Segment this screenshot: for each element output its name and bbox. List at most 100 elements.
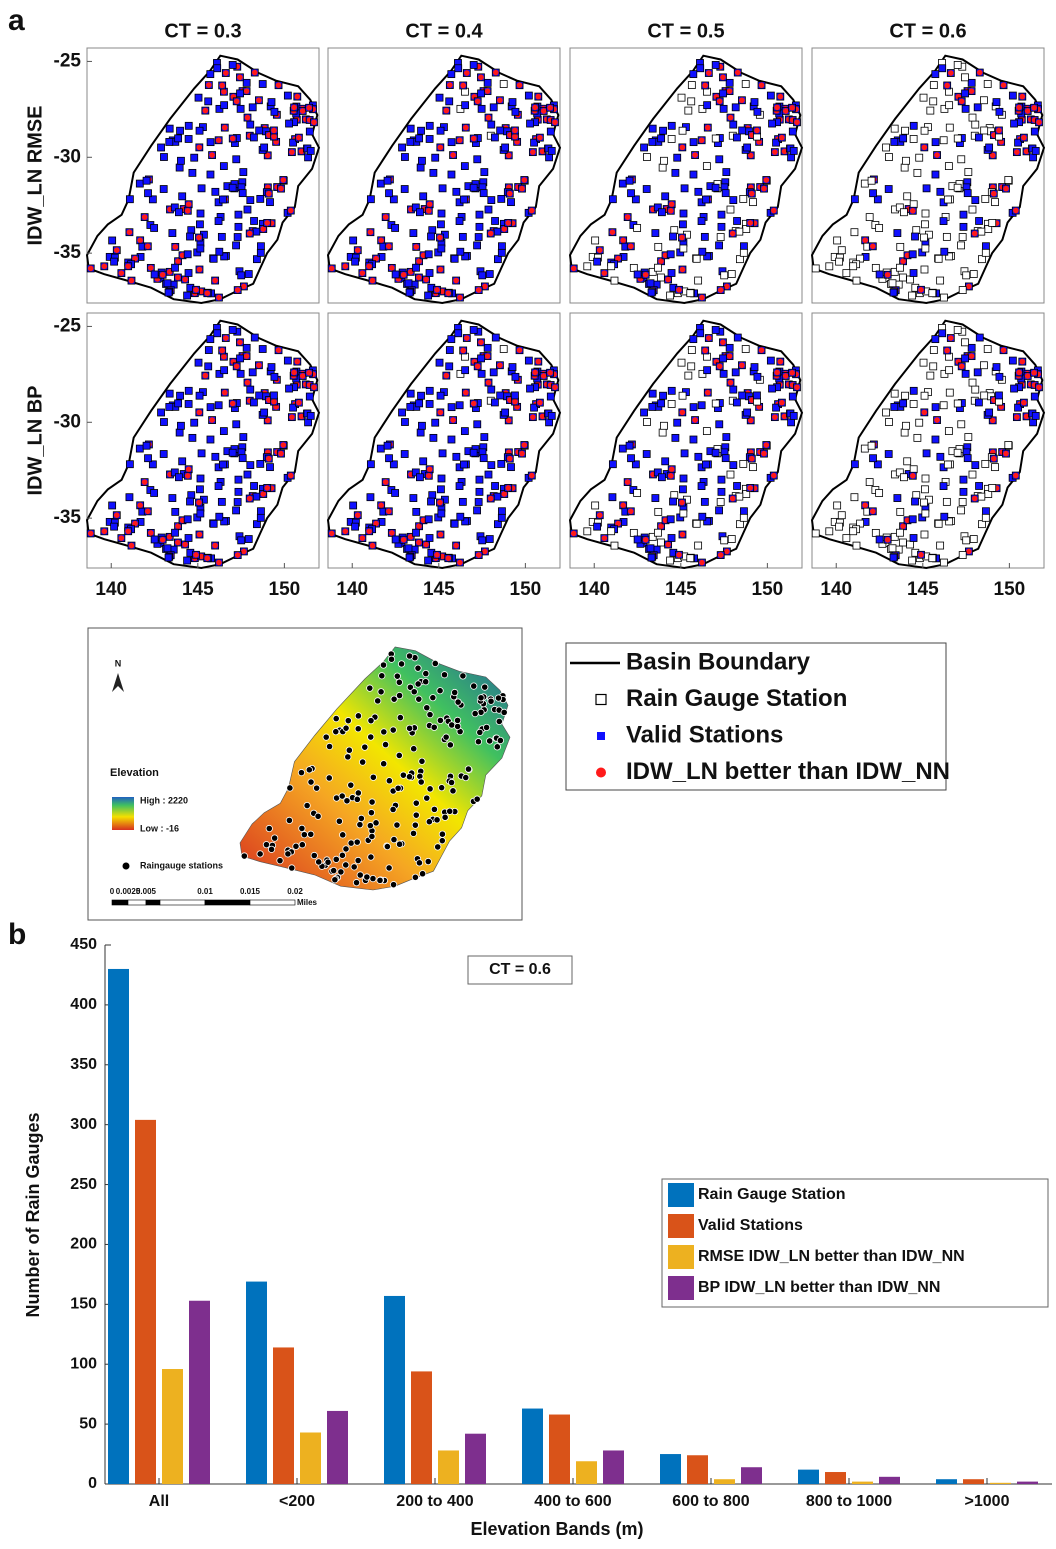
station-marker [460, 461, 467, 468]
station-marker [457, 513, 464, 520]
station-marker [695, 542, 702, 549]
station-marker [191, 154, 198, 161]
better-marker [482, 284, 488, 290]
inset-station [368, 854, 374, 860]
bar [162, 1369, 183, 1484]
better-marker [114, 247, 120, 253]
station-marker [963, 272, 970, 279]
station-marker [718, 476, 725, 483]
station-marker [145, 455, 152, 462]
station-marker [462, 102, 469, 109]
station-marker [668, 400, 675, 407]
station-marker [240, 169, 247, 176]
station-marker [655, 243, 662, 250]
bar [108, 969, 129, 1484]
station-marker [992, 464, 999, 471]
station-marker [476, 476, 483, 483]
inset-station [315, 813, 321, 819]
better-marker [680, 410, 686, 416]
better-marker [505, 220, 511, 226]
station-marker [698, 218, 705, 225]
inset-station [394, 673, 400, 679]
station-marker [974, 104, 981, 111]
better-marker [137, 503, 143, 509]
station-marker [195, 94, 202, 101]
station-marker [668, 535, 675, 542]
station-marker [681, 450, 688, 457]
station-marker [652, 230, 659, 237]
better-marker [676, 552, 682, 558]
inset-station [474, 796, 480, 802]
station-marker [960, 223, 967, 230]
station-marker [680, 210, 687, 217]
better-marker [288, 473, 294, 479]
inset-station [316, 859, 322, 865]
inset-station [482, 684, 488, 690]
station-marker [185, 400, 192, 407]
station-marker [189, 434, 196, 441]
station-marker [256, 127, 263, 134]
station-marker [306, 393, 313, 400]
inset-station [355, 790, 361, 796]
station-marker [718, 223, 725, 230]
inset-station [268, 846, 274, 852]
station-marker [494, 228, 501, 235]
better-marker [119, 270, 125, 276]
station-marker [681, 185, 688, 192]
better-marker [401, 272, 407, 278]
better-marker [389, 265, 395, 271]
better-marker [537, 400, 543, 406]
better-marker [355, 247, 361, 253]
station-marker [207, 71, 214, 78]
inset-station [472, 710, 478, 716]
legend-swatch [668, 1214, 694, 1238]
station-marker [207, 171, 214, 178]
station-marker [188, 492, 195, 499]
better-marker [266, 456, 272, 462]
station-marker [702, 461, 709, 468]
station-marker [659, 429, 666, 436]
station-marker [377, 445, 384, 452]
station-marker [962, 355, 969, 362]
better-marker [668, 208, 674, 214]
better-marker [541, 108, 547, 114]
better-marker [1014, 149, 1020, 155]
station-marker [939, 330, 946, 337]
station-marker [974, 369, 981, 376]
inset-station [354, 839, 360, 845]
better-marker [145, 244, 151, 250]
better-marker [235, 552, 241, 558]
better-marker [230, 136, 236, 142]
better-marker [311, 384, 317, 390]
station-marker [910, 135, 917, 142]
station-marker [688, 363, 695, 370]
station-marker [1032, 147, 1039, 154]
station-marker [732, 369, 739, 376]
inset-station [437, 717, 443, 723]
map-panel [87, 313, 319, 568]
legend-label: Rain Gauge Station [626, 685, 847, 712]
station-marker [426, 122, 433, 129]
station-marker [996, 108, 1003, 115]
inset-station [396, 692, 402, 698]
station-marker [235, 211, 242, 218]
better-marker [289, 149, 295, 155]
station-marker [657, 539, 664, 546]
station-marker [461, 163, 468, 170]
points-label: Raingauge stations [140, 860, 223, 870]
better-marker [507, 456, 513, 462]
inset-station [390, 727, 396, 733]
station-marker [406, 554, 413, 561]
station-marker [712, 326, 719, 333]
station-marker [151, 271, 158, 278]
station-marker [425, 251, 432, 258]
inset-station [437, 687, 443, 693]
station-marker [826, 528, 833, 535]
better-marker [505, 485, 511, 491]
bar [522, 1409, 543, 1484]
better-marker [783, 373, 789, 379]
station-marker [305, 154, 312, 161]
station-marker [712, 449, 719, 456]
inset-station [439, 831, 445, 837]
station-marker [237, 370, 244, 377]
